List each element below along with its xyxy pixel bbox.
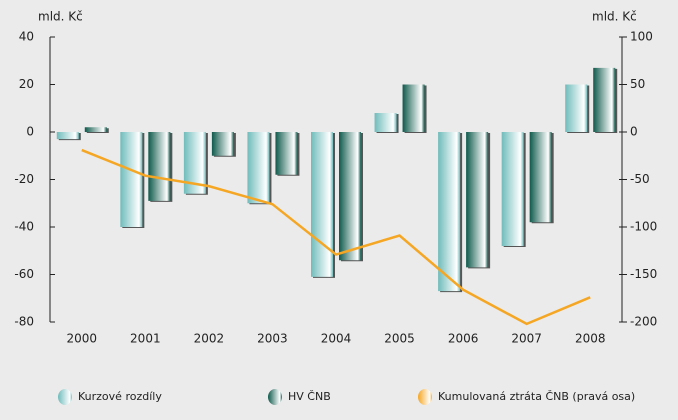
- x-tick-label: 2008: [575, 332, 606, 346]
- y-tick-label: -40: [14, 220, 34, 234]
- legend-label: HV ČNB: [288, 390, 331, 403]
- bar: [529, 132, 552, 223]
- bar: [374, 113, 397, 132]
- x-tick-label: 2005: [384, 332, 415, 346]
- y2-tick-label: 50: [630, 77, 645, 91]
- bar: [148, 132, 171, 201]
- bar: [339, 132, 361, 261]
- y-tick-label: -80: [14, 315, 34, 329]
- y-axis-label: mld. Kč: [38, 10, 83, 24]
- legend-swatch: [268, 389, 282, 405]
- bar: [56, 132, 79, 140]
- legend-swatch: [58, 389, 72, 405]
- legend-label: Kurzové rozdíly: [78, 390, 162, 403]
- bar: [565, 84, 588, 132]
- x-tick-label: 2004: [321, 332, 352, 346]
- y-tick-label: 0: [26, 125, 34, 139]
- bar: [120, 132, 143, 227]
- bar: [466, 132, 489, 268]
- y-tick-label: 40: [19, 30, 34, 44]
- bar: [402, 84, 425, 132]
- y2-tick-label: -100: [630, 220, 657, 234]
- bar: [438, 132, 461, 292]
- x-tick-label: 2001: [130, 332, 161, 346]
- x-tick-label: 2000: [67, 332, 98, 346]
- bar: [247, 132, 270, 204]
- y2-axis-label: mld. Kč: [592, 10, 637, 24]
- y2-tick-label: -150: [630, 267, 657, 281]
- x-tick-label: 2006: [448, 332, 479, 346]
- bar: [183, 132, 206, 194]
- y2-tick-label: 0: [630, 125, 638, 139]
- y2-tick-label: 100: [630, 30, 653, 44]
- y-tick-label: -20: [14, 172, 34, 186]
- y-tick-label: 20: [19, 77, 34, 91]
- bar: [593, 67, 616, 132]
- bar: [84, 127, 107, 132]
- legend-swatch: [418, 389, 432, 405]
- bar: [211, 132, 234, 156]
- y-tick-label: -60: [14, 267, 34, 281]
- line: [81, 148, 591, 326]
- y2-tick-label: -50: [630, 172, 650, 186]
- bar: [275, 132, 298, 175]
- x-tick-label: 2003: [257, 332, 288, 346]
- legend-label: Kumulovaná ztráta ČNB (pravá osa): [438, 390, 635, 403]
- y2-tick-label: -200: [630, 315, 657, 329]
- bar: [501, 132, 524, 246]
- x-tick-label: 2007: [511, 332, 542, 346]
- bar: [311, 132, 333, 277]
- x-tick-label: 2002: [194, 332, 225, 346]
